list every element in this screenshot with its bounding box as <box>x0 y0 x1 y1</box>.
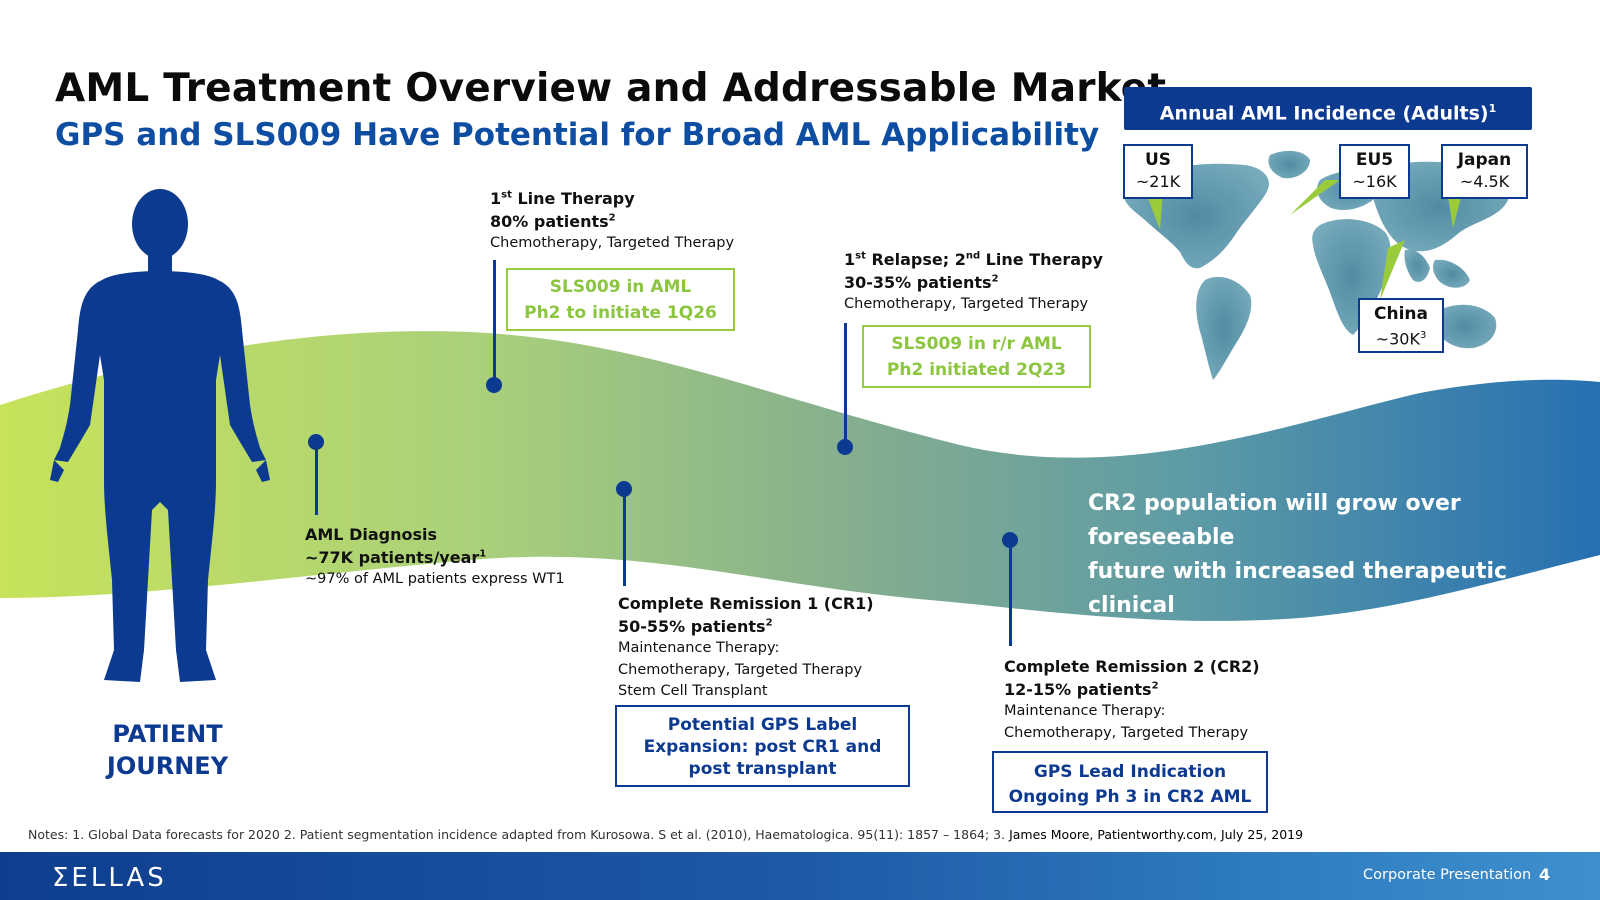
relapse-box-line2: Ph2 initiated 2Q23 <box>886 360 1067 380</box>
cr2-box-line1: GPS Lead Indication <box>1033 762 1227 782</box>
relapse-sls009-box: SLS009 in r/r AML Ph2 initiated 2Q23 <box>862 325 1091 388</box>
region-us-value: ~21K <box>1135 172 1181 191</box>
relapse-stage: 1st Relapse; 2nd Line Therapy 30-35% pat… <box>844 248 1103 316</box>
region-us-name: US <box>1144 150 1172 170</box>
footnotes-source: James Moore, Patientworthy.com, July 25,… <box>1009 827 1304 842</box>
first-line-detail: Chemotherapy, Targeted Therapy <box>490 235 735 251</box>
sellas-logo: ΣELLAS <box>52 863 167 893</box>
relapse-box-line1: SLS009 in r/r AML <box>891 334 1062 354</box>
region-japan-value: ~4.5K <box>1459 172 1510 191</box>
page-subtitle: GPS and SLS009 Have Potential for Broad … <box>55 117 1100 153</box>
page-title: AML Treatment Overview and Addressable M… <box>55 66 1167 111</box>
footer-label: Corporate Presentation <box>1363 867 1532 883</box>
cr1-heading: Complete Remission 1 (CR1) <box>618 594 874 613</box>
relapse-patients: 30-35% patients2 <box>844 273 999 292</box>
cr1-detail1: Maintenance Therapy: <box>618 640 780 656</box>
region-eu5-box: EU5 ~16K <box>1339 144 1410 199</box>
cr1-stem <box>623 490 626 586</box>
first-line-box-line2: Ph2 to initiate 1Q26 <box>524 303 717 323</box>
cr1-gps-box: Potential GPS Label Expansion: post CR1 … <box>615 705 910 787</box>
cr1-dot <box>616 481 632 497</box>
first-line-dot <box>486 377 502 393</box>
page-number: 4 <box>1539 865 1551 884</box>
region-china-name: China <box>1374 304 1428 324</box>
cr2-dot <box>1002 532 1018 548</box>
region-china-box: China ~30K3 <box>1358 298 1444 353</box>
patient-journey-label: PATIENT JOURNEY <box>80 718 255 782</box>
region-eu5-value: ~16K <box>1352 172 1397 191</box>
diagnosis-stage: AML Diagnosis ~77K patients/year1 ~97% o… <box>305 523 565 591</box>
cr2-stage: Complete Remission 2 (CR2) 12-15% patien… <box>1004 655 1260 744</box>
relapse-dot <box>837 439 853 455</box>
cr1-box-line1: Potential GPS Label <box>667 715 858 735</box>
patient-journey-line2: JOURNEY <box>106 752 229 780</box>
cr1-detail2: Chemotherapy, Targeted Therapy <box>618 661 863 678</box>
region-eu5-name: EU5 <box>1355 150 1394 170</box>
incidence-header: Annual AML Incidence (Adults)1 <box>1124 87 1532 130</box>
cr2-stem <box>1009 540 1012 646</box>
cr2-note-line1: CR2 population will grow over foreseeabl… <box>1088 491 1461 550</box>
cr2-patients: 12-15% patients2 <box>1004 680 1159 699</box>
cr2-box-line2: Ongoing Ph 3 in CR2 AML <box>1008 787 1252 807</box>
cr2-note-line2: future with increased therapeutic clinic… <box>1088 559 1508 618</box>
diagnosis-stem <box>315 443 318 515</box>
first-line-stage: 1st Line Therapy 80% patients2 Chemother… <box>490 187 734 255</box>
first-line-stem <box>493 260 496 386</box>
cr2-note-line3: benefit derived for prior line patients <box>1088 627 1553 652</box>
footnotes: Notes: 1. Global Data forecasts for 2020… <box>28 827 1303 842</box>
diagnosis-detail: ~97% of AML patients express WT1 <box>305 571 565 587</box>
cr1-patients: 50-55% patients2 <box>618 617 773 636</box>
footnotes-main: Notes: 1. Global Data forecasts for 2020… <box>28 827 1010 842</box>
region-china-value: ~30K3 <box>1375 329 1427 349</box>
relapse-heading: 1st Relapse; 2nd Line Therapy <box>844 250 1103 269</box>
first-line-sls009-box: SLS009 in AML Ph2 to initiate 1Q26 <box>506 268 735 331</box>
diagnosis-patients: ~77K patients/year1 <box>305 548 487 567</box>
region-us-box: US ~21K <box>1123 144 1193 199</box>
diagnosis-dot <box>308 434 324 450</box>
region-japan-name: Japan <box>1457 150 1512 170</box>
region-japan-box: Japan ~4.5K <box>1441 144 1528 199</box>
first-line-heading: 1st Line Therapy <box>490 189 635 208</box>
cr2-growth-note: CR2 population will grow over foreseeabl… <box>1088 487 1598 657</box>
cr1-box-line2: Expansion: post CR1 and <box>643 737 882 757</box>
cr2-detail1: Maintenance Therapy: <box>1004 703 1166 719</box>
diagnosis-heading: AML Diagnosis <box>305 525 437 544</box>
cr1-box-line3: post transplant <box>688 759 837 779</box>
cr1-detail3: Stem Cell Transplant <box>618 683 768 699</box>
human-silhouette-icon <box>50 189 270 682</box>
cr2-gps-box: GPS Lead Indication Ongoing Ph 3 in CR2 … <box>992 751 1268 813</box>
cr2-heading: Complete Remission 2 (CR2) <box>1004 657 1260 676</box>
cr2-detail2: Chemotherapy, Targeted Therapy <box>1004 724 1249 741</box>
patient-journey-line1: PATIENT <box>112 720 223 748</box>
first-line-patients: 80% patients2 <box>490 212 616 231</box>
footer-bar <box>0 852 1600 900</box>
first-line-box-line1: SLS009 in AML <box>549 277 692 297</box>
relapse-stem <box>844 323 847 448</box>
relapse-detail: Chemotherapy, Targeted Therapy <box>844 296 1089 312</box>
cr1-stage: Complete Remission 1 (CR1) 50-55% patien… <box>618 592 874 703</box>
